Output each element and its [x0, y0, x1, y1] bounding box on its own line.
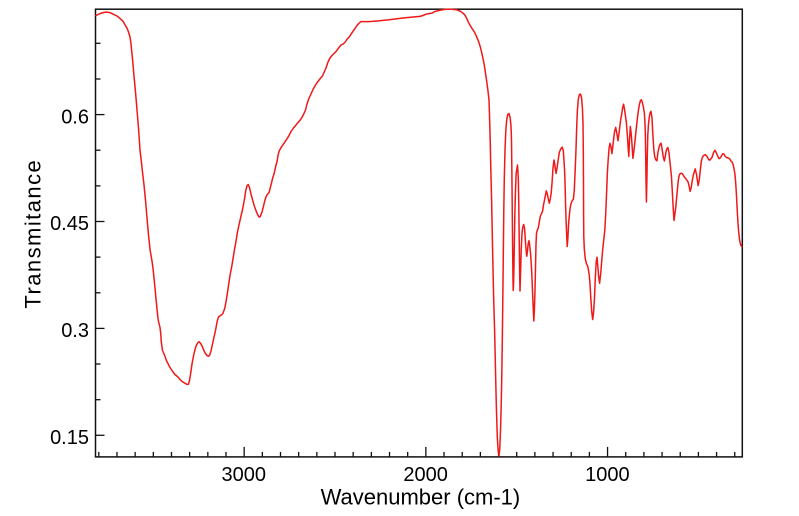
svg-text:0.6: 0.6: [61, 106, 89, 128]
svg-text:0.3: 0.3: [61, 320, 89, 342]
svg-text:0.15: 0.15: [50, 427, 89, 449]
svg-text:0.45: 0.45: [50, 213, 89, 235]
svg-text:1000: 1000: [585, 464, 630, 486]
svg-text:2000: 2000: [403, 464, 448, 486]
svg-text:3000: 3000: [222, 464, 267, 486]
svg-text:Transmitance: Transmitance: [21, 159, 46, 309]
svg-text:Wavenumber (cm-1): Wavenumber (cm-1): [321, 485, 521, 510]
